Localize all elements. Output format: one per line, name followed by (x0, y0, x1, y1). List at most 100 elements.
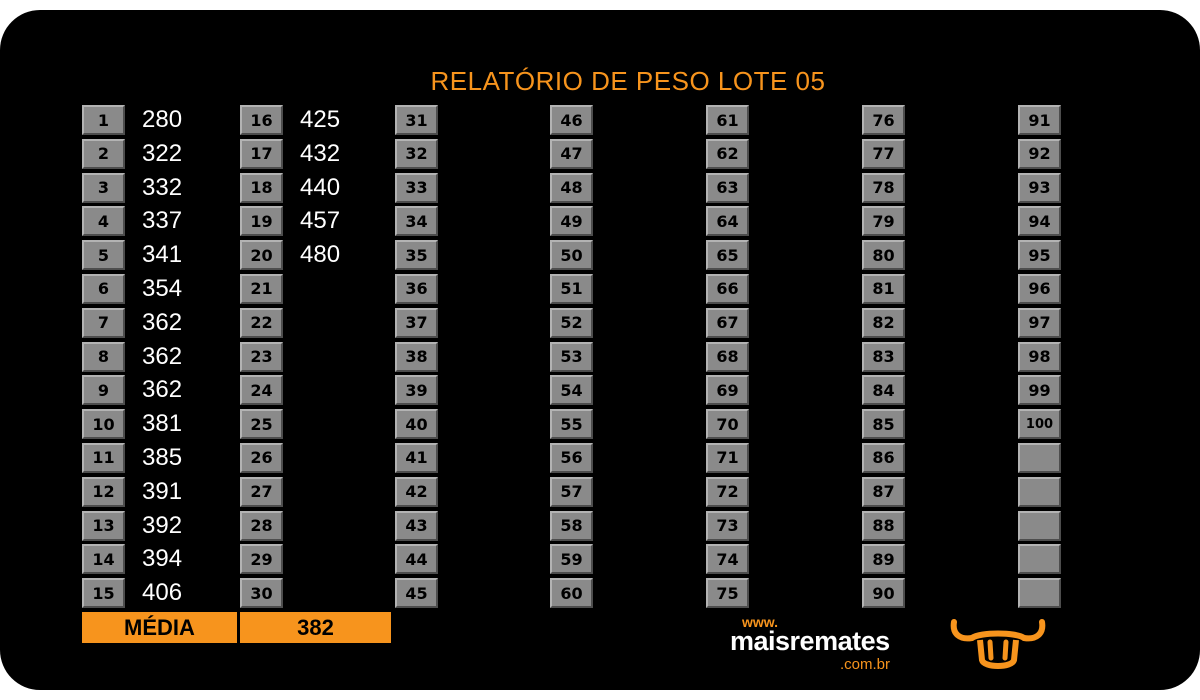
weight-value: 280 (142, 106, 183, 133)
animal-number: 72 (706, 476, 749, 507)
weight-value: 480 (300, 241, 341, 269)
animal-number: 75 (706, 578, 749, 609)
animal-number: 71 (706, 442, 749, 473)
bull-head-icon (950, 619, 1046, 669)
animal-number: 31 (395, 105, 438, 135)
weight-value: 406 (142, 579, 183, 607)
animal-number: 56 (550, 442, 593, 473)
weight-value (300, 511, 390, 541)
animal-number: 57 (550, 476, 593, 507)
animal-number: 92 (1018, 138, 1061, 169)
weight-value (300, 544, 390, 574)
report-title: RELATÓRIO DE PESO LOTE 05 (430, 66, 826, 96)
weight-value: 337 (142, 207, 183, 235)
animal-number: 74 (706, 544, 749, 575)
animal-number: 49 (550, 206, 593, 237)
brand-logo: www. maisremates .com.br (730, 612, 910, 673)
animal-number: 100 (1018, 409, 1061, 440)
animal-number: 21 (240, 273, 283, 304)
weight-value: 381 (142, 410, 183, 438)
animal-number: 78 (862, 172, 905, 203)
animal-number: 68 (706, 341, 749, 372)
animal-number: 9 (82, 375, 125, 406)
weight-value: 392 (142, 511, 183, 539)
animal-number: 43 (395, 510, 438, 541)
animal-number: 66 (706, 273, 749, 304)
animal-number: 32 (395, 138, 438, 169)
animal-number: 18 (240, 172, 283, 203)
report-panel (0, 10, 1200, 690)
animal-number: 48 (550, 172, 593, 203)
animal-number: 16 (240, 105, 283, 135)
animal-number: 1 (82, 105, 125, 135)
animal-number: 70 (706, 409, 749, 440)
animal-number: 33 (395, 172, 438, 203)
animal-number (1018, 510, 1061, 541)
animal-number (1018, 578, 1061, 609)
weight-value: 432 (300, 139, 341, 167)
animal-number: 15 (82, 578, 125, 609)
animal-number: 81 (862, 273, 905, 304)
weight-value: 354 (142, 274, 183, 302)
animal-number: 37 (395, 307, 438, 338)
weight-value: 362 (142, 342, 183, 370)
animal-number: 6 (82, 273, 125, 304)
weight-value (300, 342, 390, 372)
weight-value (300, 477, 390, 507)
animal-number: 60 (550, 578, 593, 609)
weight-value: 362 (142, 308, 183, 336)
animal-number (1018, 476, 1061, 507)
animal-number: 7 (82, 307, 125, 338)
weight-value (300, 578, 390, 608)
animal-number: 97 (1018, 307, 1061, 338)
weight-value: 391 (142, 477, 183, 505)
animal-number: 38 (395, 341, 438, 372)
animal-number: 53 (550, 341, 593, 372)
animal-number: 2 (82, 138, 125, 169)
average-value: 382 (240, 612, 391, 643)
animal-number: 80 (862, 240, 905, 271)
animal-number: 82 (862, 307, 905, 338)
animal-number: 93 (1018, 172, 1061, 203)
weight-value: 457 (300, 207, 341, 235)
weight-value (300, 375, 390, 405)
weight-value: 385 (142, 443, 183, 471)
brand-www: www. (742, 614, 779, 630)
animal-number: 4 (82, 206, 125, 237)
animal-number: 90 (862, 578, 905, 609)
animal-number: 3 (82, 172, 125, 203)
animal-number: 24 (240, 375, 283, 406)
animal-number: 5 (82, 240, 125, 271)
weight-value: 425 (300, 106, 341, 133)
animal-number: 87 (862, 476, 905, 507)
animal-number: 40 (395, 409, 438, 440)
brand-name: maisremates (730, 626, 890, 656)
animal-number: 65 (706, 240, 749, 271)
animal-number: 23 (240, 341, 283, 372)
weight-value: 362 (142, 376, 183, 404)
animal-number: 61 (706, 105, 749, 135)
weight-value: 440 (300, 173, 341, 201)
animal-number: 14 (82, 544, 125, 575)
animal-number: 19 (240, 206, 283, 237)
animal-number: 45 (395, 578, 438, 609)
animal-number: 69 (706, 375, 749, 406)
animal-number: 10 (82, 409, 125, 440)
animal-number: 13 (82, 510, 125, 541)
animal-number: 29 (240, 544, 283, 575)
animal-number: 85 (862, 409, 905, 440)
animal-number (1018, 544, 1061, 575)
animal-number: 91 (1018, 105, 1061, 135)
animal-number: 52 (550, 307, 593, 338)
animal-number: 79 (862, 206, 905, 237)
animal-number: 54 (550, 375, 593, 406)
animal-number: 98 (1018, 341, 1061, 372)
animal-number: 58 (550, 510, 593, 541)
animal-number: 27 (240, 476, 283, 507)
animal-number: 51 (550, 273, 593, 304)
animal-number: 84 (862, 375, 905, 406)
animal-number: 17 (240, 138, 283, 169)
animal-number: 41 (395, 442, 438, 473)
animal-number: 67 (706, 307, 749, 338)
weight-value (300, 443, 390, 473)
